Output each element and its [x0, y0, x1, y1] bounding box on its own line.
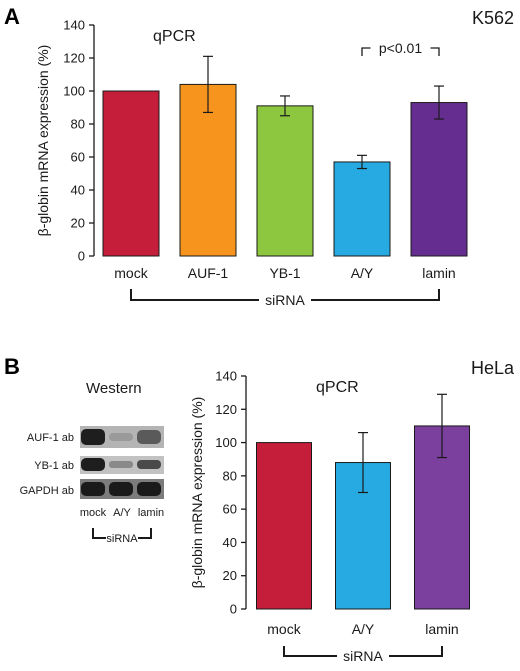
blot-row-label: YB-1 ab [34, 460, 74, 472]
western-title: Western [86, 380, 142, 397]
panel-b-cell-line: HeLa [471, 358, 515, 378]
blot-strip-yb1 [80, 456, 164, 474]
chart-title: qPCR [316, 379, 359, 396]
blot-lane-label: lamin [138, 507, 164, 519]
panel-b-letter: B [4, 354, 20, 379]
y-tick-label: 60 [71, 150, 85, 165]
y-tick-label: 100 [215, 435, 237, 450]
category-label: YB-1 [269, 265, 300, 281]
bar [333, 161, 391, 257]
y-tick-label: 40 [223, 535, 237, 550]
panel-a-letter: A [4, 4, 20, 29]
y-tick-label: 20 [223, 568, 237, 583]
y-tick-label: 0 [230, 602, 237, 617]
category-label: lamin [422, 265, 455, 281]
y-tick-label: 120 [63, 51, 85, 66]
sirna-label-bg [337, 647, 389, 665]
y-tick-label: 140 [63, 18, 85, 33]
y-tick-label: 120 [215, 402, 237, 417]
blot-row-label: GAPDH ab [20, 485, 74, 497]
y-tick-label: 60 [223, 502, 237, 517]
y-tick-label: 80 [223, 468, 237, 483]
category-label: A/Y [352, 621, 375, 637]
significance-label-bg [370, 38, 431, 58]
bar [410, 102, 468, 257]
y-axis-label: β-globin mRNA expression (%) [189, 397, 205, 589]
bar [256, 105, 314, 257]
y-axis-label: β-globin mRNA expression (%) [35, 45, 51, 237]
y-tick-label: 140 [215, 369, 237, 384]
category-label: A/Y [351, 265, 374, 281]
category-label: AUF-1 [188, 265, 229, 281]
blot-lane-label: A/Y [113, 507, 131, 519]
y-tick-label: 100 [63, 84, 85, 99]
y-tick-label: 0 [78, 249, 85, 264]
blot-strip-gapdh [80, 479, 164, 499]
blot-strip-auf1 [80, 426, 164, 448]
western-blot: Western AUF-1 ab YB-1 ab GAPDH ab mock A… [20, 380, 165, 545]
sirna-label-bg [259, 291, 311, 309]
y-tick-label: 20 [71, 216, 85, 231]
chart-a: 0 20 40 60 80 100 120 140 β-globin mRNA expressi… [35, 18, 468, 309]
blot-row-label: AUF-1 ab [27, 432, 74, 444]
bar [256, 442, 312, 610]
chart-title: qPCR [153, 28, 196, 45]
category-label: lamin [425, 621, 458, 637]
chart-b: 0 20 40 60 80 100 120 140 β-globin mRNA expressi… [189, 369, 470, 665]
blot-lane-label: mock [80, 507, 107, 519]
significance-label: p<0.01 [379, 40, 422, 56]
blot-sirna-label: siRNA [106, 533, 138, 545]
x-axis-label: siRNA [343, 648, 383, 664]
y-tick-label: 80 [71, 117, 85, 132]
category-label: mock [267, 621, 301, 637]
bar [102, 90, 160, 257]
category-label: mock [114, 265, 148, 281]
panel-a-cell-line: K562 [472, 8, 514, 28]
x-axis-label: siRNA [265, 292, 305, 308]
y-tick-label: 40 [71, 183, 85, 198]
